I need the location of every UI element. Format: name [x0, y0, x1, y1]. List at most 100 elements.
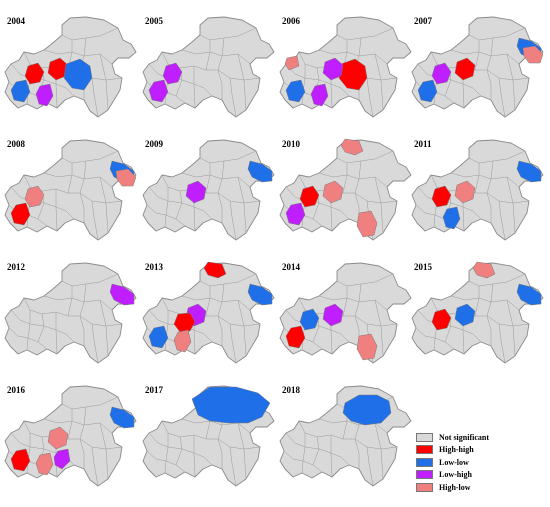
district-boundary: [342, 286, 348, 317]
cluster-low-high: [185, 180, 207, 204]
cluster-low-high: [148, 79, 169, 103]
map-panel-2015: 2015: [407, 254, 544, 374]
district-boundary: [374, 299, 384, 357]
district-boundary: [43, 49, 113, 65]
cluster-high-low: [115, 168, 137, 187]
district-boundary: [498, 323, 506, 364]
region-map: [279, 385, 412, 487]
district-boundary: [67, 163, 73, 194]
cluster-high-high: [173, 312, 196, 333]
year-label: 2009: [145, 139, 163, 149]
district-boundary: [506, 176, 516, 234]
cluster-low-high: [310, 83, 329, 107]
district-boundary: [91, 323, 99, 364]
district-boundary: [318, 418, 388, 434]
district-boundary: [67, 286, 73, 317]
map-legend: Not significant High-high Low-low Low-hi…: [416, 431, 546, 494]
map-panel-2005: 2005: [138, 8, 275, 128]
cluster-high-high: [338, 58, 368, 91]
cluster-low-low: [442, 206, 461, 230]
district-boundary: [164, 433, 169, 474]
year-label: 2011: [414, 139, 432, 149]
year-label: 2006: [282, 16, 300, 26]
legend-item-low-high: Low-high: [416, 469, 546, 482]
region-map: [142, 261, 275, 364]
map-panel-2010: 2010: [275, 131, 412, 251]
year-label: 2013: [145, 262, 163, 272]
legend-label: Not significant: [439, 432, 489, 442]
map-panel-2016: 2016: [0, 377, 137, 497]
region-map: [411, 16, 544, 118]
region-outline: [411, 139, 544, 241]
legend-label: Low-low: [439, 457, 469, 467]
region-map: [142, 16, 275, 118]
district-boundary: [330, 435, 333, 478]
district-boundary: [229, 77, 237, 118]
map-panel-2006: 2006: [275, 8, 412, 128]
legend-swatch: [416, 457, 433, 467]
district-boundary: [318, 49, 388, 65]
cluster-high-high: [454, 57, 476, 81]
district-boundary: [55, 189, 58, 232]
district-boundary: [67, 409, 73, 440]
district-boundary: [181, 172, 251, 188]
map-panel-2011: 2011: [407, 131, 544, 251]
district-boundary: [175, 190, 183, 220]
district-boundary: [205, 163, 211, 194]
cluster-low-high: [322, 303, 344, 327]
cluster-high-low: [340, 138, 364, 156]
legend-swatch: [416, 470, 433, 480]
year-label: 2016: [7, 385, 25, 395]
district-boundary: [217, 37, 225, 100]
legend-swatch: [416, 482, 433, 492]
cluster-low-high: [431, 62, 452, 85]
district-boundary: [217, 160, 225, 223]
legend-item-high-high: High-high: [416, 444, 546, 457]
district-boundary: [205, 40, 211, 71]
district-boundary: [498, 77, 506, 118]
cluster-high-low: [454, 180, 476, 204]
district-boundary: [506, 53, 516, 111]
district-boundary: [175, 436, 183, 466]
cluster-low-low: [299, 308, 320, 331]
cluster-low-high: [285, 202, 306, 226]
map-panel-2007: 2007: [407, 8, 544, 128]
cluster-low-low: [148, 325, 169, 349]
district-boundary: [354, 160, 362, 223]
cluster-high-high: [24, 62, 45, 85]
cluster-low-low: [247, 160, 273, 183]
district-boundary: [342, 163, 348, 194]
district-boundary: [91, 77, 99, 118]
region-map: [279, 16, 412, 118]
year-label: 2010: [282, 139, 300, 149]
map-panel-2012: 2012: [0, 254, 137, 374]
region-outline: [142, 16, 275, 118]
district-boundary: [237, 422, 247, 480]
district-boundary: [43, 418, 113, 434]
district-boundary: [205, 286, 211, 317]
year-label: 2014: [282, 262, 300, 272]
cluster-high-high: [285, 325, 306, 349]
year-label: 2018: [282, 385, 300, 395]
cluster-high-high: [431, 308, 452, 331]
district-boundary: [181, 418, 251, 434]
cluster-high-low: [173, 329, 192, 353]
year-label: 2007: [414, 16, 432, 26]
district-boundary: [354, 283, 362, 346]
district-boundary: [366, 446, 374, 487]
cluster-low-low: [516, 283, 542, 306]
district-boundary: [79, 160, 87, 223]
region-outline: [4, 385, 137, 487]
district-boundary: [79, 406, 87, 469]
district-boundary: [193, 66, 196, 109]
cluster-low-low: [10, 79, 31, 103]
cluster-low-low: [285, 79, 306, 103]
district-boundary: [99, 422, 109, 480]
region-outline: [4, 262, 137, 364]
cluster-high-low: [284, 55, 300, 71]
cluster-high-high: [10, 448, 31, 472]
district-boundary: [474, 163, 480, 194]
district-boundary: [99, 299, 109, 357]
cluster-low-low: [516, 160, 542, 183]
region-outline: [279, 139, 412, 241]
